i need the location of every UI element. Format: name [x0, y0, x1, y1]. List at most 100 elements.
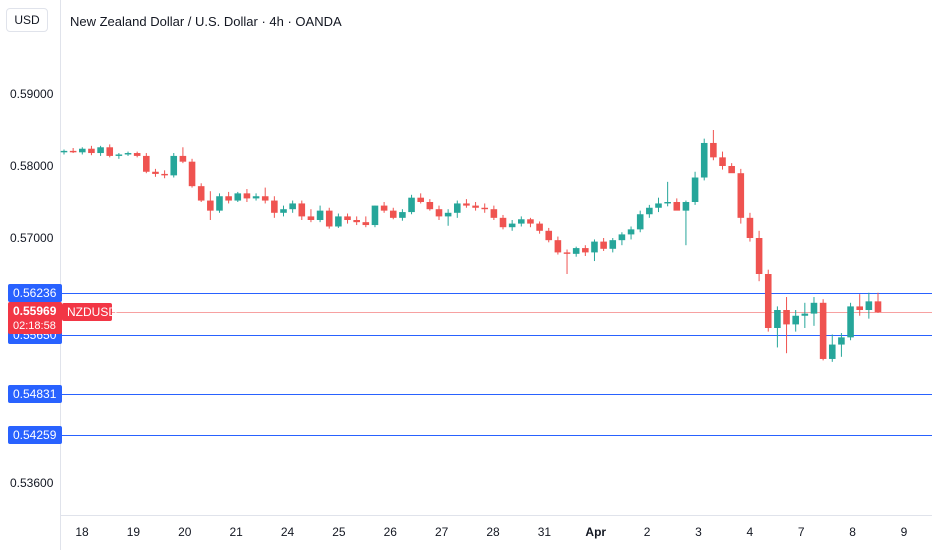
candle-up[interactable]	[572, 248, 580, 254]
candle-up[interactable]	[838, 337, 845, 345]
candle-down[interactable]	[536, 223, 543, 231]
candle-up[interactable]	[289, 203, 296, 210]
currency-selector[interactable]: USD	[6, 8, 48, 32]
candle-down[interactable]	[728, 166, 735, 174]
candle-down[interactable]	[380, 205, 388, 211]
candle-up[interactable]	[115, 154, 123, 156]
candle-down[interactable]	[88, 148, 95, 154]
time-tick-label: 27	[435, 525, 449, 539]
candle-down[interactable]	[325, 210, 333, 227]
candle-down[interactable]	[463, 203, 470, 206]
candle-down[interactable]	[106, 147, 114, 156]
candle-down[interactable]	[243, 193, 251, 199]
current-price-badge[interactable]	[8, 302, 62, 334]
candle-down[interactable]	[490, 209, 498, 218]
candle-down[interactable]	[472, 205, 479, 208]
level-price-badge[interactable]	[8, 284, 62, 302]
candle-up[interactable]	[252, 196, 260, 199]
candle-down[interactable]	[69, 150, 77, 153]
candle-up[interactable]	[682, 202, 690, 211]
candle-down[interactable]	[161, 173, 168, 176]
candle-up[interactable]	[847, 306, 854, 338]
candle-up[interactable]	[316, 210, 324, 220]
candle-down[interactable]	[755, 238, 763, 274]
candle-up[interactable]	[371, 205, 379, 226]
candle-up[interactable]	[234, 193, 242, 201]
candle-down[interactable]	[133, 153, 141, 156]
candle-down[interactable]	[600, 241, 607, 249]
candle-down[interactable]	[545, 230, 553, 241]
price-tick-label: 0.59000	[10, 87, 54, 101]
time-tick-label: 4	[747, 525, 754, 539]
candle-down[interactable]	[197, 186, 205, 201]
candle-up[interactable]	[280, 209, 287, 213]
candle-down[interactable]	[764, 274, 772, 328]
candle-down[interactable]	[874, 301, 882, 313]
candle-up[interactable]	[792, 315, 799, 325]
candle-down[interactable]	[563, 252, 571, 254]
candle-down[interactable]	[298, 203, 306, 217]
candle-up[interactable]	[97, 147, 104, 154]
candle-up[interactable]	[828, 344, 836, 359]
candle-up[interactable]	[618, 234, 626, 241]
candle-down[interactable]	[389, 210, 397, 218]
candle-down[interactable]	[783, 310, 790, 325]
candle-down[interactable]	[746, 217, 754, 238]
candle-up[interactable]	[444, 212, 452, 217]
candle-down[interactable]	[499, 217, 507, 228]
candle-up[interactable]	[591, 241, 598, 253]
candle-up[interactable]	[664, 202, 671, 204]
candle-down[interactable]	[737, 173, 745, 218]
candle-up[interactable]	[78, 148, 86, 153]
candle-up[interactable]	[646, 207, 653, 215]
level-price-badge[interactable]	[8, 426, 62, 444]
candle-up[interactable]	[216, 196, 223, 211]
candle-down[interactable]	[152, 171, 159, 174]
candle-up[interactable]	[700, 142, 708, 178]
candle-up[interactable]	[801, 313, 809, 316]
candle-down[interactable]	[271, 200, 278, 213]
candle-up[interactable]	[691, 177, 699, 202]
candle-up[interactable]	[627, 229, 635, 235]
candle-down[interactable]	[225, 196, 232, 201]
candle-up[interactable]	[518, 219, 525, 224]
candle-down[interactable]	[417, 197, 424, 202]
candle-up[interactable]	[609, 240, 617, 249]
candle-down[interactable]	[362, 222, 370, 226]
candle-down[interactable]	[307, 216, 315, 220]
candle-up[interactable]	[399, 212, 406, 218]
candle-down[interactable]	[188, 161, 196, 187]
candle-down[interactable]	[344, 216, 351, 220]
candle-down[interactable]	[179, 155, 187, 162]
candle-down[interactable]	[856, 306, 864, 310]
candle-up[interactable]	[636, 214, 644, 230]
candle-up[interactable]	[810, 302, 818, 314]
candle-down[interactable]	[207, 200, 214, 211]
candle-down[interactable]	[527, 219, 534, 224]
candle-down[interactable]	[353, 220, 360, 223]
candle-down[interactable]	[143, 155, 150, 172]
candle-up[interactable]	[655, 203, 662, 208]
candle-down[interactable]	[554, 240, 562, 253]
candle-up[interactable]	[508, 223, 516, 228]
candle-down[interactable]	[261, 196, 269, 201]
candle-down[interactable]	[819, 302, 827, 359]
candle-up[interactable]	[408, 197, 415, 213]
candle-up[interactable]	[170, 155, 178, 176]
candle-down[interactable]	[435, 209, 443, 217]
candle-down[interactable]	[481, 207, 489, 210]
level-price-badge[interactable]	[8, 385, 62, 403]
candle-up[interactable]	[453, 203, 461, 213]
candle-down[interactable]	[582, 248, 589, 253]
candle-up[interactable]	[60, 150, 68, 153]
candle-up[interactable]	[774, 310, 781, 328]
candle-up[interactable]	[124, 153, 132, 155]
time-tick-label: 7	[798, 525, 805, 539]
candle-up[interactable]	[335, 216, 342, 227]
candle-up[interactable]	[865, 301, 873, 310]
candle-down[interactable]	[426, 202, 434, 210]
candle-down[interactable]	[719, 157, 726, 166]
candle-down[interactable]	[710, 142, 717, 158]
candle-down[interactable]	[673, 202, 681, 211]
